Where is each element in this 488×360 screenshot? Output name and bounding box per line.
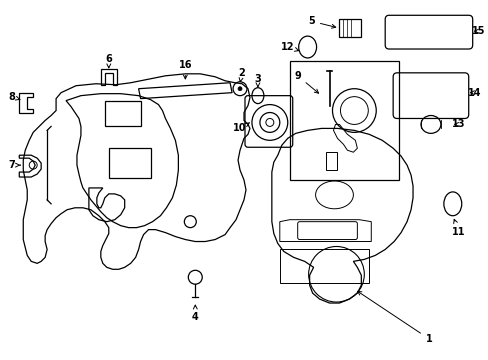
Text: 3: 3: [254, 74, 261, 87]
Circle shape: [238, 87, 242, 91]
Text: 4: 4: [191, 305, 198, 322]
Text: 2: 2: [238, 68, 245, 82]
Text: 9: 9: [294, 71, 318, 93]
Bar: [104, 100, 141, 126]
Text: 11: 11: [451, 219, 465, 237]
Bar: [339, 19, 361, 37]
Text: 14: 14: [467, 88, 481, 98]
Text: 15: 15: [471, 26, 485, 36]
Text: 1: 1: [357, 291, 431, 344]
Bar: [325, 152, 337, 170]
Bar: [108, 148, 150, 178]
Text: 10: 10: [233, 123, 249, 134]
Text: 8: 8: [8, 92, 20, 102]
Bar: [279, 249, 368, 283]
Bar: [289, 61, 398, 180]
Text: 12: 12: [281, 42, 298, 52]
Text: 16: 16: [178, 60, 192, 79]
Text: 5: 5: [307, 16, 335, 28]
Text: 7: 7: [8, 160, 20, 170]
Text: 13: 13: [451, 120, 465, 130]
Text: 6: 6: [105, 54, 112, 68]
